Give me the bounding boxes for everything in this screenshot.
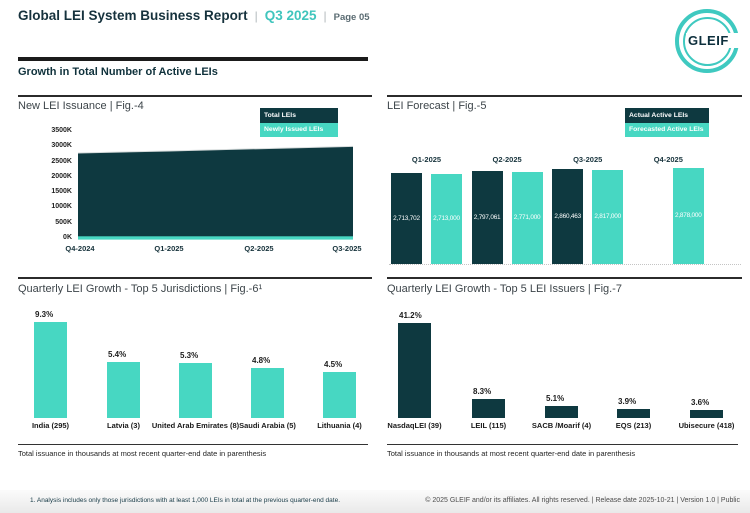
bar-percent-label: 8.3%	[473, 387, 492, 396]
fig5-bar-value: 2,771,000	[513, 214, 541, 221]
bar-category-label: India (295)	[31, 421, 70, 430]
bar-category-label: SACB /Moarif (4)	[531, 421, 592, 430]
legend-item-forecasted-active-leis: Forecasted Active LEIs	[625, 122, 709, 137]
fig5-quarter-label: Q2-2025	[492, 155, 522, 164]
fig5-bar-forecast: 2,771,000	[511, 171, 543, 264]
bar	[690, 410, 723, 418]
fig5-bar-forecast: 2,817,000	[592, 169, 624, 264]
fig4-ytick: 2000K	[51, 172, 72, 180]
fig5-baseline	[389, 263, 741, 265]
bar-percent-label: 5.1%	[546, 394, 565, 403]
fig5-bar-actual: 2,860,463	[552, 168, 584, 264]
legend-item-total-leis: Total LEIs	[260, 108, 338, 123]
bar-percent-label: 3.9%	[618, 397, 637, 406]
fig4-ytick: 500K	[55, 218, 72, 226]
fig5-bar-value: 2,797,061	[473, 213, 501, 221]
fig5-bar-value: 2,713,000	[433, 215, 460, 222]
bar-category-label: Saudi Arabia (5)	[239, 421, 296, 430]
bar-percent-label: 5.4%	[108, 350, 127, 359]
panel-border	[18, 95, 372, 97]
bar	[34, 322, 67, 418]
fig5-bar-forecast: 2,713,000	[431, 173, 462, 264]
fig4-ytick: 3000K	[51, 142, 72, 150]
fig7-note-rule	[387, 444, 738, 445]
gleif-logo: GLEIF	[672, 6, 744, 78]
bar-percent-label: 41.2%	[399, 311, 422, 320]
fig5-quarter-label: Q1-2025	[411, 155, 442, 164]
bar-percent-label: 4.8%	[252, 356, 271, 365]
fig4-area-svg	[77, 145, 354, 240]
bar	[617, 409, 650, 418]
fig5-quarter-label: Q4-2025	[653, 155, 683, 164]
page-number: Page 05	[333, 12, 370, 23]
fig4-title: New LEI Issuance | Fig.-4	[18, 100, 144, 112]
bar-category-label: United Arab Emirates (8)	[151, 421, 240, 430]
bar	[545, 406, 578, 418]
fig5-legend: Actual Active LEIs Forecasted Active LEI…	[625, 108, 709, 137]
fig4-legend: Total LEIs Newly Issued LEIs	[260, 108, 338, 137]
bar	[323, 372, 356, 418]
bar	[179, 363, 212, 418]
fig4-xlabel: Q2-2025	[244, 244, 274, 253]
fig6-note: Total issuance in thousands at most rece…	[18, 449, 267, 458]
fig5-quarter-label: Q3-2025	[573, 155, 603, 164]
fig4-ytick: 2500K	[51, 157, 72, 165]
fig4-xlabel: Q1-2025	[154, 244, 184, 253]
fig4-ytick: 1000K	[51, 203, 72, 211]
fig5-bar-value: 2,817,000	[594, 213, 621, 220]
title-separator: |	[323, 9, 327, 23]
bar	[472, 399, 505, 418]
bar-category-label: Latvia (3)	[107, 421, 140, 430]
fig4-ytick: 3500K	[51, 127, 72, 134]
fig5-bar-value: 2,860,463	[554, 212, 581, 220]
fig7-note: Total issuance in thousands at most rece…	[387, 449, 636, 458]
fig4-ytick: 1500K	[51, 188, 72, 196]
bar	[107, 362, 140, 418]
fig4-xlabel: Q4-2024	[65, 244, 95, 253]
bar-percent-label: 3.6%	[691, 398, 710, 407]
bar-category-label: EQS (213)	[615, 421, 652, 430]
fig4-xlabel: Q3-2025	[332, 244, 362, 253]
report-quarter: Q3 2025	[264, 8, 317, 23]
panel-border	[18, 277, 372, 279]
legend-item-newly-issued-leis: Newly Issued LEIs	[260, 122, 338, 137]
fig7-title: Quarterly LEI Growth - Top 5 LEI Issuers…	[387, 283, 622, 295]
footnote: 1. Analysis includes only those jurisdic…	[30, 497, 341, 504]
fig5-bar-actual: 2,797,061	[471, 170, 503, 264]
bar	[398, 323, 431, 418]
logo-ring-gap	[686, 33, 744, 48]
fig5-bar-value: 2,713,702	[393, 214, 420, 222]
bar-category-label: NasdaqLEI (39)	[387, 421, 442, 430]
fig5-bar-actual: 2,713,702	[391, 172, 422, 264]
logo-text: GLEIF	[688, 33, 729, 48]
bar-percent-label: 4.5%	[324, 360, 343, 369]
fig4-ytick: 0K	[63, 233, 72, 241]
header-rule	[18, 57, 368, 61]
fig5-bar-forecast: 2,878,000	[672, 167, 704, 264]
report-title: Global LEI System Business Report	[18, 8, 248, 23]
title-separator: |	[254, 9, 258, 23]
bar	[251, 368, 284, 418]
legend-item-actual-active-leis: Actual Active LEIs	[625, 108, 709, 123]
footer-band	[0, 490, 750, 513]
fig5-bar-value: 2,878,000	[674, 212, 702, 219]
report-header: Global LEI System Business Report | Q3 2…	[18, 8, 370, 23]
bar-category-label: LEIL (115)	[470, 421, 507, 430]
fig5-title: LEI Forecast | Fig.-5	[387, 100, 487, 112]
panel-border	[387, 277, 742, 279]
panel-border	[387, 95, 742, 97]
copyright: © 2025 GLEIF and/or its affiliates. All …	[425, 497, 740, 504]
fig6-title: Quarterly LEI Growth - Top 5 Jurisdictio…	[18, 283, 263, 295]
bar-category-label: Lithuania (4)	[317, 421, 362, 430]
section-title: Growth in Total Number of Active LEIs	[18, 66, 218, 78]
bar-category-label: Ubisecure (418)	[678, 421, 735, 430]
bar-percent-label: 5.3%	[180, 351, 199, 360]
fig6-note-rule	[18, 444, 368, 445]
bar-percent-label: 9.3%	[35, 310, 54, 319]
